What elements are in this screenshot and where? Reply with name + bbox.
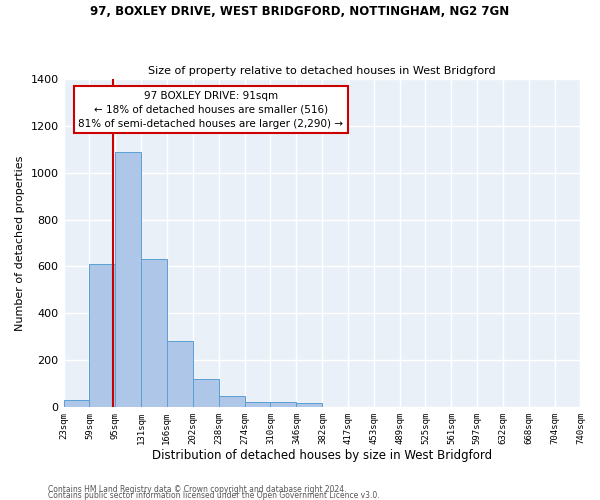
Bar: [142, 260, 167, 407]
Title: Size of property relative to detached houses in West Bridgford: Size of property relative to detached ho…: [148, 66, 496, 76]
Bar: [193, 378, 218, 407]
Bar: [296, 404, 322, 407]
X-axis label: Distribution of detached houses by size in West Bridgford: Distribution of detached houses by size …: [152, 450, 492, 462]
Bar: [115, 152, 142, 407]
Bar: [167, 342, 193, 407]
Text: 97, BOXLEY DRIVE, WEST BRIDGFORD, NOTTINGHAM, NG2 7GN: 97, BOXLEY DRIVE, WEST BRIDGFORD, NOTTIN…: [91, 5, 509, 18]
Y-axis label: Number of detached properties: Number of detached properties: [15, 156, 25, 330]
Text: Contains HM Land Registry data © Crown copyright and database right 2024.: Contains HM Land Registry data © Crown c…: [48, 485, 347, 494]
Bar: [245, 402, 271, 407]
Bar: [271, 402, 296, 407]
Bar: [218, 396, 245, 407]
Text: 97 BOXLEY DRIVE: 91sqm
← 18% of detached houses are smaller (516)
81% of semi-de: 97 BOXLEY DRIVE: 91sqm ← 18% of detached…: [79, 90, 343, 128]
Text: Contains public sector information licensed under the Open Government Licence v3: Contains public sector information licen…: [48, 490, 380, 500]
Bar: [89, 264, 115, 407]
Bar: [64, 400, 89, 407]
